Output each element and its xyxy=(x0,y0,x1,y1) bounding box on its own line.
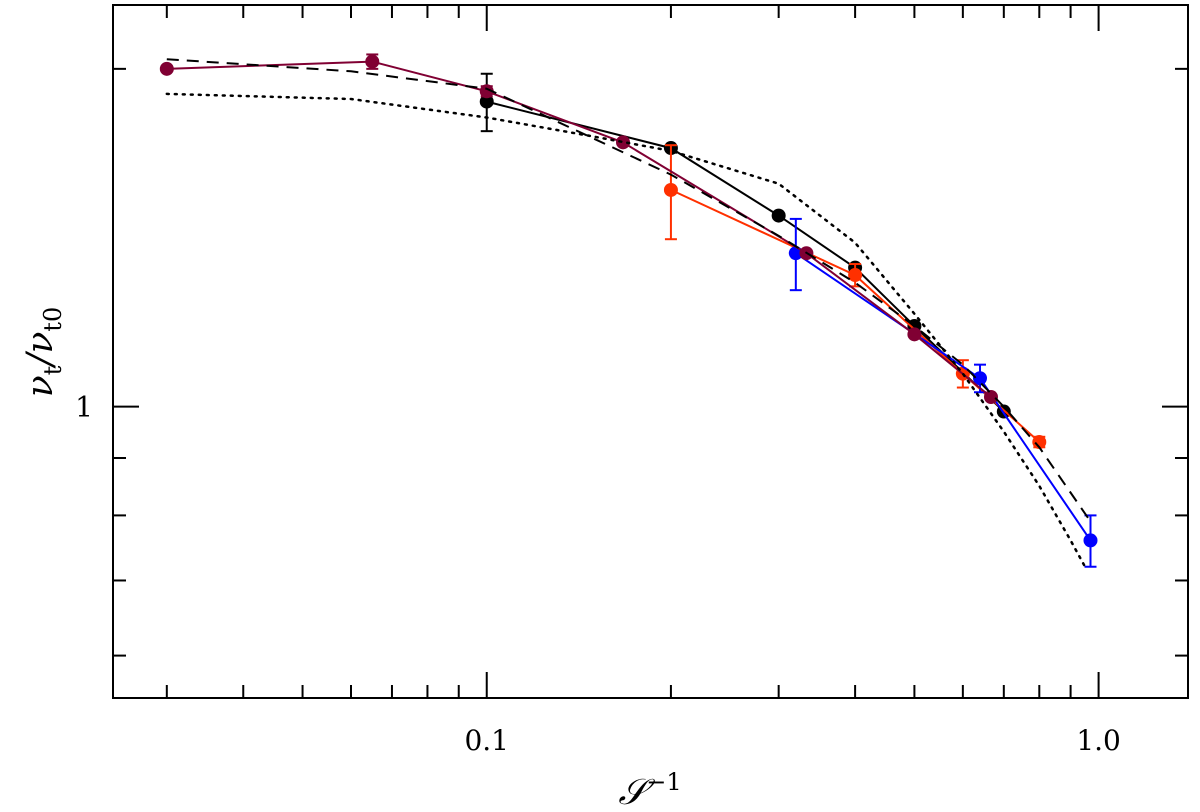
y-axis-label-sub1: t xyxy=(39,365,67,375)
y-axis-label: νt/νt0 xyxy=(20,307,67,397)
series-4 xyxy=(166,58,1092,523)
data-point xyxy=(973,371,988,386)
data-point xyxy=(616,135,631,150)
series-line xyxy=(486,100,1005,413)
series-0 xyxy=(479,72,1011,419)
series-line xyxy=(165,92,1087,568)
axis-ticks xyxy=(113,5,1188,698)
x-tick-label: 0.1 xyxy=(464,724,509,757)
data-point xyxy=(848,268,863,283)
y-axis-label-nu: ν xyxy=(20,375,61,397)
plot-frame xyxy=(112,4,1189,699)
y-axis-label-mid: /ν xyxy=(20,332,61,369)
series-layer xyxy=(159,53,1098,568)
data-point xyxy=(1083,533,1098,548)
data-point xyxy=(479,94,494,109)
series-line xyxy=(795,252,1092,541)
data-point xyxy=(159,61,174,76)
series-2 xyxy=(788,217,1098,568)
series-line xyxy=(670,188,1040,443)
data-point xyxy=(907,327,922,342)
y-axis-label-sub2: t0 xyxy=(39,307,67,332)
series-5 xyxy=(165,92,1087,568)
data-point xyxy=(365,54,380,69)
x-axis-label: 𝒮−1 xyxy=(618,768,681,812)
data-point xyxy=(479,84,494,99)
data-point xyxy=(1032,435,1047,450)
x-tick-label: 1.0 xyxy=(1076,724,1121,757)
y-tick-label: 1 xyxy=(75,391,93,424)
series-line xyxy=(166,58,1092,523)
series-line xyxy=(166,60,992,398)
x-axis-label-sup: −1 xyxy=(646,768,681,796)
data-point xyxy=(663,182,678,197)
data-point xyxy=(983,390,998,405)
tick-labels: 0.1 1.0 1 xyxy=(75,391,1121,757)
series-3 xyxy=(159,53,998,405)
data-point xyxy=(771,208,786,223)
